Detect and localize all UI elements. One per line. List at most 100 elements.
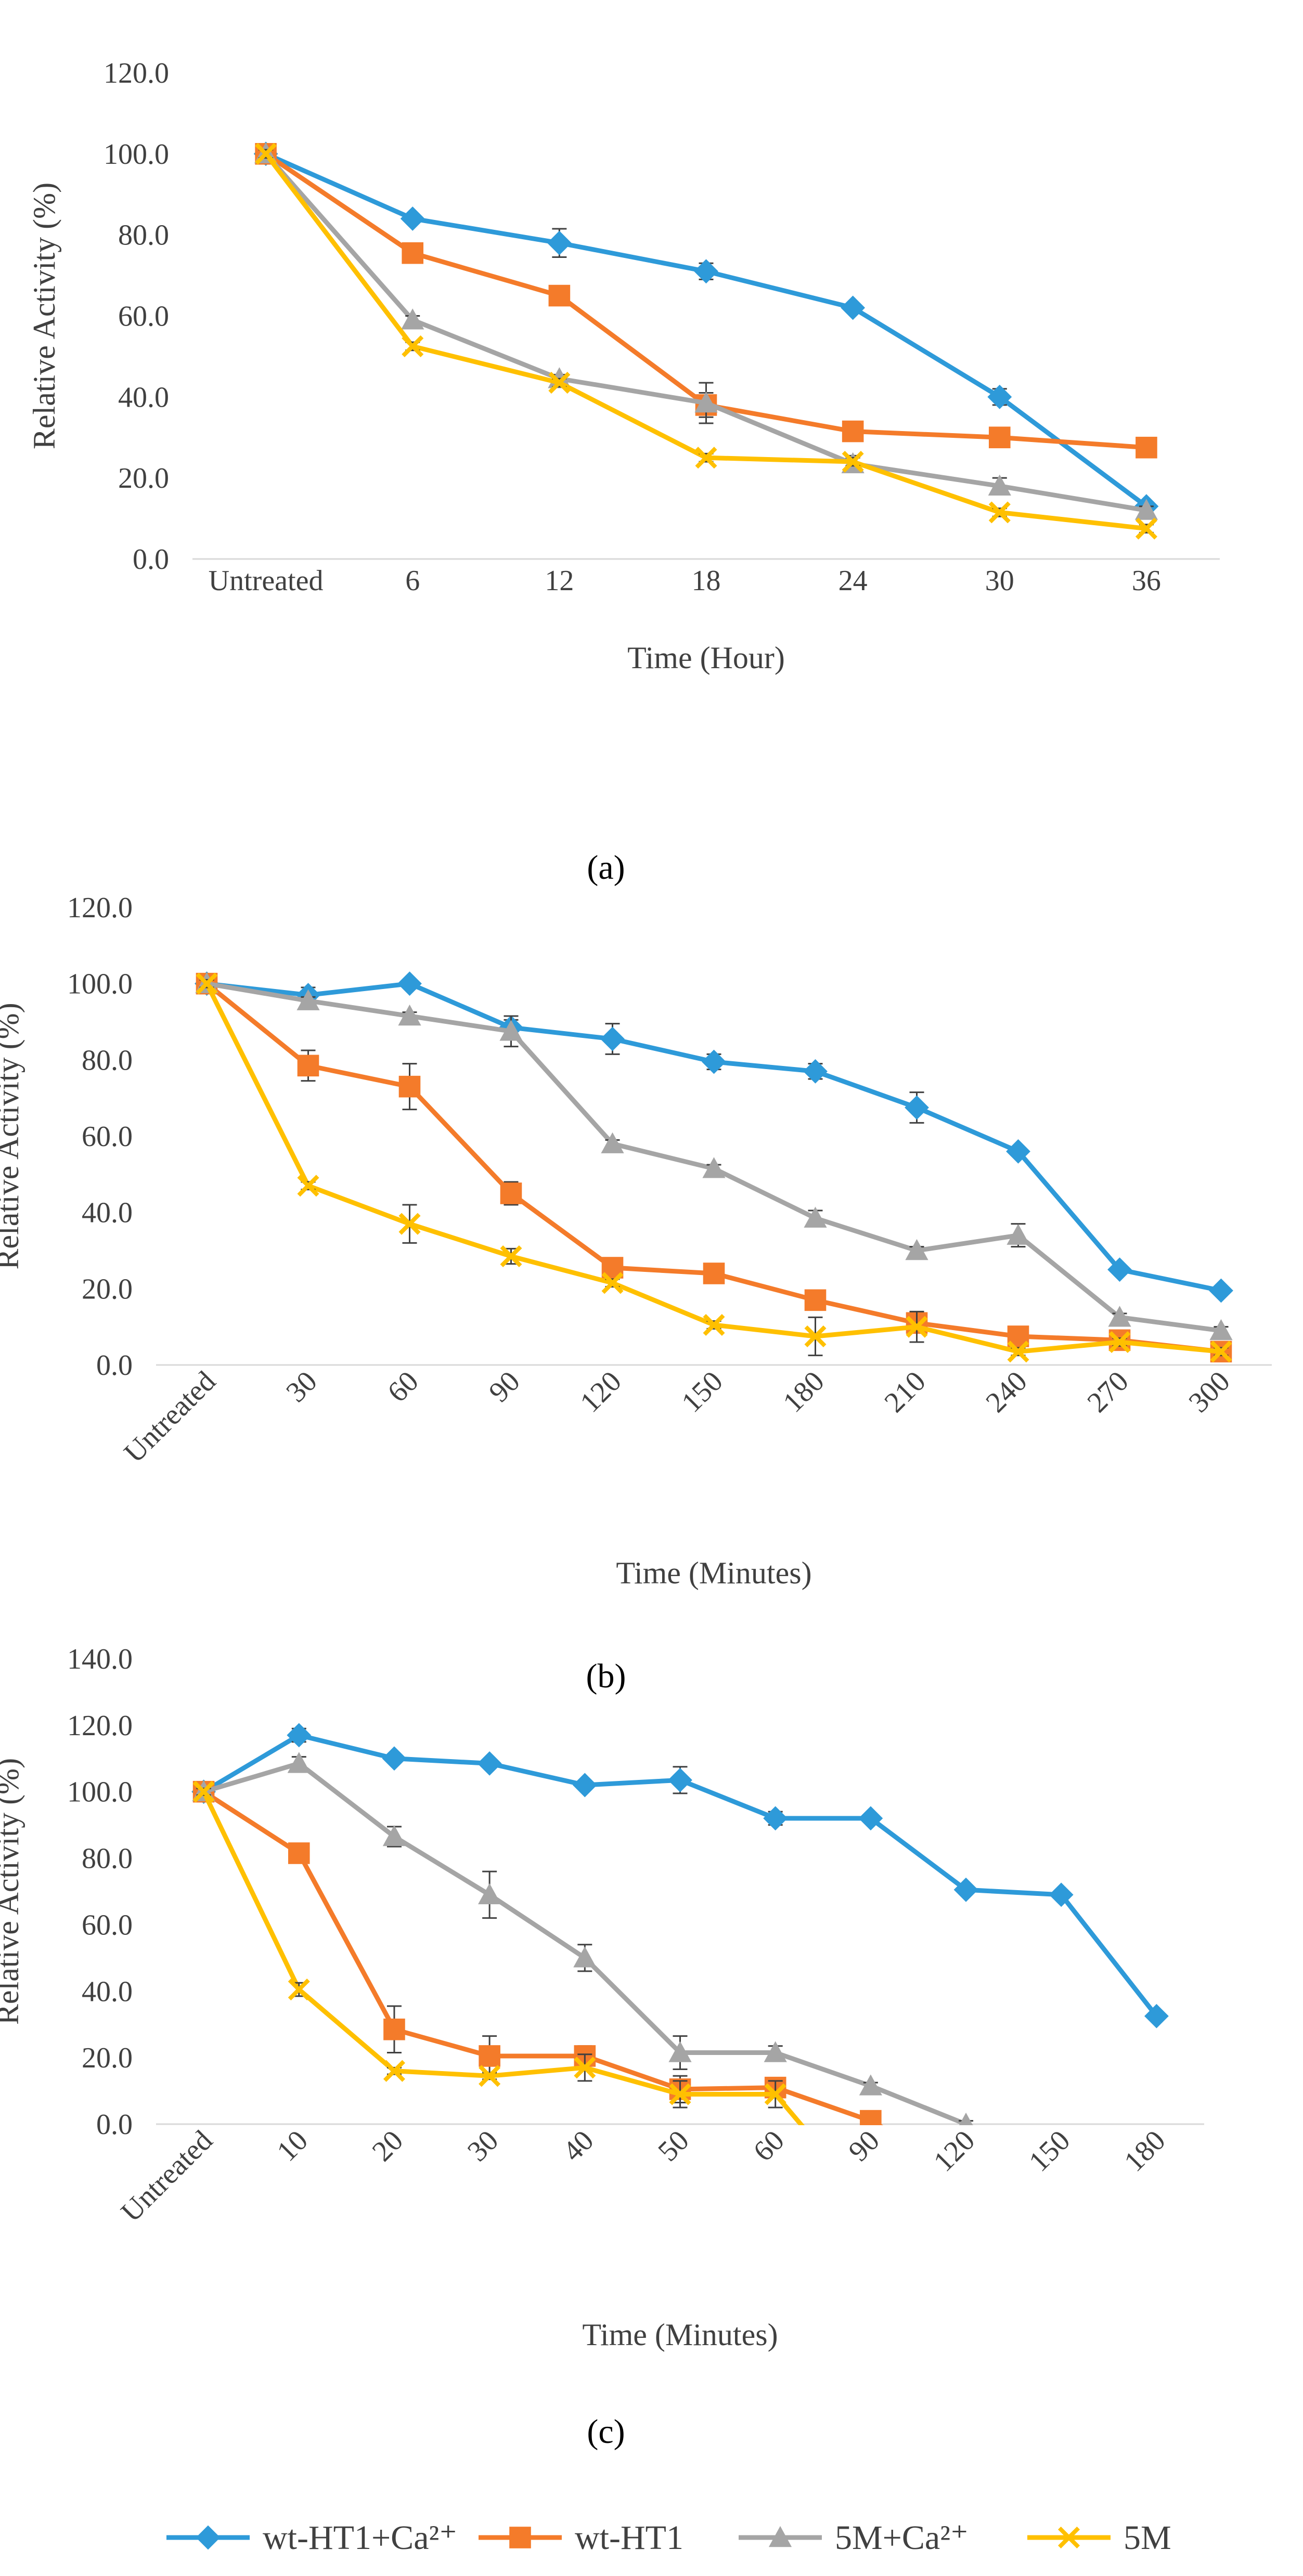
y-tick-label: 120.0 <box>67 1710 133 1742</box>
x-tick-label: 180 <box>777 1365 830 1419</box>
x-tick-label: 30 <box>280 1365 323 1408</box>
data-point <box>572 1773 597 1798</box>
data-point <box>1108 1306 1131 1327</box>
marker-stroke <box>196 972 218 995</box>
y-tick-label: 100.0 <box>67 968 133 1000</box>
data-point <box>255 142 277 165</box>
marker-stroke <box>695 447 717 469</box>
y-tick-label: 0.0 <box>96 2109 133 2141</box>
data-point <box>574 2057 596 2079</box>
data-point <box>695 447 717 469</box>
data-point <box>192 1780 215 1803</box>
data-point <box>601 1132 624 1153</box>
data-point <box>500 1182 522 1204</box>
data-point <box>953 1877 978 1902</box>
y-tick-label: 60.0 <box>118 301 169 333</box>
data-point <box>398 1213 421 1235</box>
x-tick-label: 90 <box>483 1365 526 1408</box>
x-tick-label: 150 <box>675 1365 729 1419</box>
data-point <box>988 474 1011 496</box>
data-point <box>500 1245 522 1268</box>
legend: wt-HT1+Ca²⁺ wt-HT1 5M+Ca²⁺ 5M <box>166 2519 1171 2557</box>
marker-stroke <box>1007 1341 1029 1363</box>
legend-marker <box>509 2527 531 2548</box>
data-point <box>401 308 424 330</box>
y-tick-label: 20.0 <box>82 1273 133 1305</box>
legend-label: wt-HT1+Ca²⁺ <box>263 2519 457 2557</box>
x-tick-label: 12 <box>545 565 574 597</box>
marker-stroke <box>669 2083 691 2105</box>
series-3 <box>196 972 1232 1363</box>
legend-item-wt-ht1-ca: wt-HT1+Ca²⁺ <box>166 2519 457 2557</box>
y-tick-label: 60.0 <box>82 1121 133 1153</box>
x-tick-label: 120 <box>927 2124 981 2178</box>
series-line <box>201 1790 805 2125</box>
data-point <box>398 1075 421 1098</box>
x-tick-label: 18 <box>692 565 721 597</box>
data-point <box>668 2041 692 2062</box>
legend-label: 5M <box>1124 2519 1171 2557</box>
data-point <box>702 1049 726 1074</box>
data-point <box>988 426 1011 449</box>
x-axis-title: Time (Minutes) <box>616 1556 811 1590</box>
y-tick-label: 20.0 <box>118 462 169 495</box>
series-3 <box>192 1780 805 2125</box>
x-axis-title: Time (Hour) <box>627 641 785 675</box>
data-point <box>988 501 1011 524</box>
y-tick-label: 80.0 <box>118 219 169 252</box>
data-point <box>499 1020 523 1041</box>
data-point <box>804 1206 827 1228</box>
caption-c: (c) <box>587 2413 625 2451</box>
data-point <box>548 372 571 394</box>
data-point <box>382 1825 406 1846</box>
legend-label: wt-HT1 <box>575 2519 683 2557</box>
data-point <box>383 2060 405 2082</box>
x-tick-label: 40 <box>557 2124 600 2167</box>
legend-item-5m: 5M <box>1027 2519 1171 2557</box>
data-point <box>702 1157 726 1178</box>
data-point <box>1209 1278 1233 1303</box>
marker-stroke <box>1135 517 1157 540</box>
x-tick-label: 150 <box>1023 2124 1076 2178</box>
x-tick-label: Untreated <box>209 565 324 597</box>
data-point <box>906 1316 928 1338</box>
y-axis-title: Relative Activity (%) <box>27 183 61 449</box>
x-tick-label: 210 <box>878 1365 932 1419</box>
data-point <box>764 2041 787 2062</box>
plot-area <box>191 1723 1169 2125</box>
y-tick-label: 40.0 <box>82 1975 133 2008</box>
data-point <box>288 1842 310 1864</box>
y-tick-label: 120.0 <box>104 57 169 89</box>
data-point <box>573 1946 597 1968</box>
marker-stroke <box>601 1272 624 1294</box>
data-point <box>668 1767 692 1792</box>
marker-stroke <box>192 1780 215 1803</box>
y-tick-label: 80.0 <box>82 1843 133 1875</box>
chart-c: 0.020.040.060.080.0100.0120.0140.0Untrea… <box>0 1643 1204 2352</box>
x-tick-label: 6 <box>405 565 420 597</box>
x-tick-label: 120 <box>574 1365 627 1419</box>
data-point <box>402 242 424 264</box>
data-point <box>548 284 571 307</box>
data-point <box>1007 1224 1030 1245</box>
data-point <box>841 295 866 320</box>
marker-stroke <box>804 1325 827 1348</box>
x-tick-label: 30 <box>985 565 1014 597</box>
plot-area <box>195 971 1233 1363</box>
data-point <box>383 2019 405 2040</box>
data-point <box>1209 1319 1233 1341</box>
data-point <box>297 1055 319 1077</box>
data-point <box>905 1239 928 1260</box>
marker-stroke <box>288 1979 310 2001</box>
x-tick-label: 36 <box>1132 565 1161 597</box>
x-tick-label: 240 <box>979 1365 1033 1419</box>
x-tick-label: 24 <box>838 565 868 597</box>
data-point <box>297 1175 319 1197</box>
marker-stroke <box>906 1316 928 1338</box>
marker-stroke <box>255 142 277 165</box>
legend-marker-shape <box>1057 2526 1080 2549</box>
x-tick-label: 180 <box>1118 2124 1171 2178</box>
data-point <box>288 1979 310 2001</box>
data-point <box>1210 1341 1232 1363</box>
